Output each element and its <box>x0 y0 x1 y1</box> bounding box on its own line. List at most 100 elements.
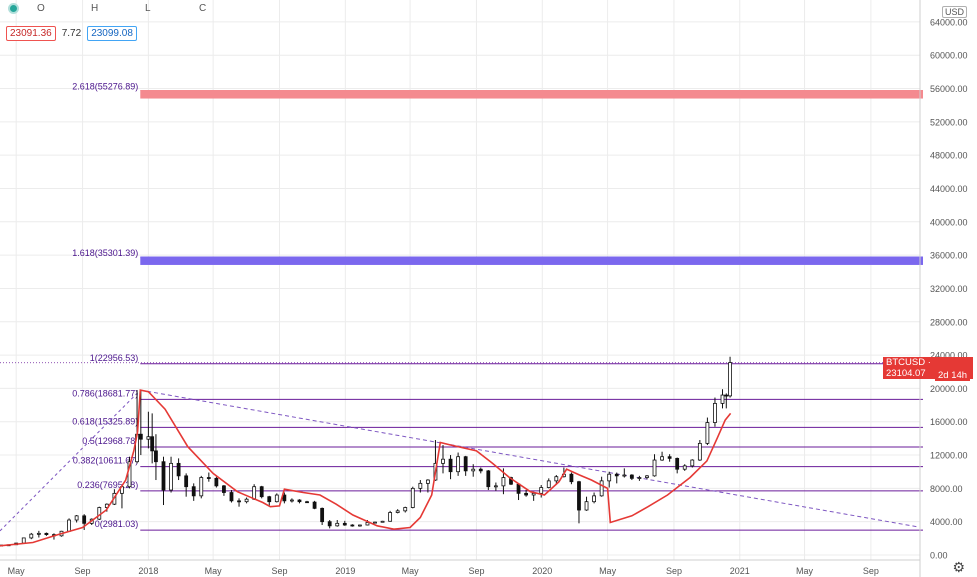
candle-body <box>290 499 294 502</box>
candle-body <box>36 532 41 535</box>
y-tick-label: 56000.00 <box>930 84 968 94</box>
candle-body <box>97 507 102 520</box>
fib-level-label: 0.236(7695.28) <box>77 480 138 490</box>
ohlc-label-low: L <box>145 3 151 14</box>
candle-body <box>577 481 581 511</box>
y-tick-label: 60000.00 <box>930 51 968 61</box>
candle-body <box>161 461 166 491</box>
candle-body <box>441 458 445 464</box>
candle-body <box>335 522 340 527</box>
x-tick-label: Sep <box>75 566 91 576</box>
candle-body <box>312 501 317 509</box>
x-tick-label: Sep <box>863 566 879 576</box>
candle-body <box>146 436 151 440</box>
candle-body <box>206 477 211 479</box>
candle-body <box>682 465 687 470</box>
candle-body <box>237 500 241 503</box>
candle-body <box>373 521 377 524</box>
candle-body <box>569 473 574 483</box>
fib-level-label: 0.618(15325.89) <box>72 416 138 426</box>
y-tick-label: 32000.00 <box>930 284 968 294</box>
candle-body <box>660 456 664 461</box>
candle-body <box>320 507 325 523</box>
ohlc-label-high: H <box>91 3 99 14</box>
last-price-symbol: BTCUSD <box>886 356 926 368</box>
candle-body <box>74 515 79 521</box>
candle-body <box>305 501 309 504</box>
candle-body <box>327 521 332 527</box>
candle-body <box>350 524 355 527</box>
candle-body <box>358 524 362 527</box>
extension-bands: 2.618(55276.89) 1.618(35301.39) <box>72 82 923 265</box>
candle-body <box>614 473 619 477</box>
red-curve-overlay <box>0 389 732 547</box>
candle-body <box>365 522 370 526</box>
ohlc-header: O H L C <box>8 3 253 14</box>
candle-body <box>169 462 173 491</box>
candle-body <box>675 457 680 470</box>
candle-body <box>199 477 204 497</box>
candle-body <box>539 487 544 494</box>
candle-body <box>478 468 483 472</box>
candle-body <box>176 462 181 477</box>
x-tick-label: May <box>402 566 420 576</box>
candle-body <box>229 492 234 502</box>
candle-body <box>259 486 264 498</box>
ohlc-label-close: C <box>199 3 207 14</box>
x-tick-label: Sep <box>468 566 484 576</box>
descending-trend-line <box>140 389 917 528</box>
candle-body <box>667 456 672 459</box>
candle-body <box>554 476 559 482</box>
currency-label[interactable]: USD <box>941 6 967 18</box>
candle-body <box>297 499 302 503</box>
extension-band-blue <box>140 256 923 265</box>
candle-body <box>690 459 695 467</box>
candle-body <box>380 520 385 523</box>
y-tick-label: 52000.00 <box>930 117 968 127</box>
y-tick-label: 24000.00 <box>930 351 968 361</box>
x-tick-label: May <box>205 566 223 576</box>
fib-level-label: 1(22956.53) <box>90 353 139 363</box>
candle-body <box>509 477 513 485</box>
candle-body <box>448 458 453 473</box>
candle-body <box>456 456 461 473</box>
extension-band-red <box>140 90 923 99</box>
candle-body <box>395 510 400 513</box>
extension-label: 1.618(35301.39) <box>72 248 138 258</box>
fib-level-label: 0.786(18681.77) <box>72 388 138 398</box>
y-tick-label: 48000.00 <box>930 151 968 161</box>
y-tick-label: 8000.00 <box>930 484 963 494</box>
candle-body <box>584 501 589 511</box>
candle-body <box>150 436 155 452</box>
y-tick-label: 12000.00 <box>930 451 968 461</box>
quote-row: 23091.36 7.72 23099.08 <box>6 26 137 41</box>
y-tick-label: 64000.00 <box>930 17 968 27</box>
bar-countdown-tag: 2d 14h <box>935 369 971 381</box>
candle-body <box>191 486 196 497</box>
bid-price-box[interactable]: 23091.36 <box>6 26 56 41</box>
x-tick-label: 2020 <box>532 566 552 576</box>
candle-body <box>501 477 506 487</box>
symbol-status-icon[interactable] <box>8 3 19 14</box>
candle-body <box>652 459 657 477</box>
candle-body <box>493 485 498 488</box>
candle-body <box>21 537 26 544</box>
y-tick-label: 40000.00 <box>930 217 968 227</box>
extension-label: 2.618(55276.89) <box>72 82 138 92</box>
candle-body <box>720 394 725 404</box>
x-tick-label: Sep <box>666 566 682 576</box>
settings-gear-icon[interactable]: ⚙ <box>952 559 965 575</box>
candle-body <box>410 487 415 508</box>
y-tick-label: 4000.00 <box>930 517 963 527</box>
fibonacci-retracement: 1(22956.53) 0.786(18681.77) 0.618(15325.89… <box>0 353 923 531</box>
candle-body <box>252 486 257 500</box>
candle-body <box>82 515 87 524</box>
y-tick-label: 0.00 <box>930 551 948 561</box>
candle-body <box>599 480 604 497</box>
candle-body <box>486 470 491 488</box>
candle-body <box>516 483 521 494</box>
y-tick-label: 20000.00 <box>930 384 968 394</box>
ask-price-box[interactable]: 23099.08 <box>87 26 137 41</box>
candle-body <box>282 494 287 502</box>
